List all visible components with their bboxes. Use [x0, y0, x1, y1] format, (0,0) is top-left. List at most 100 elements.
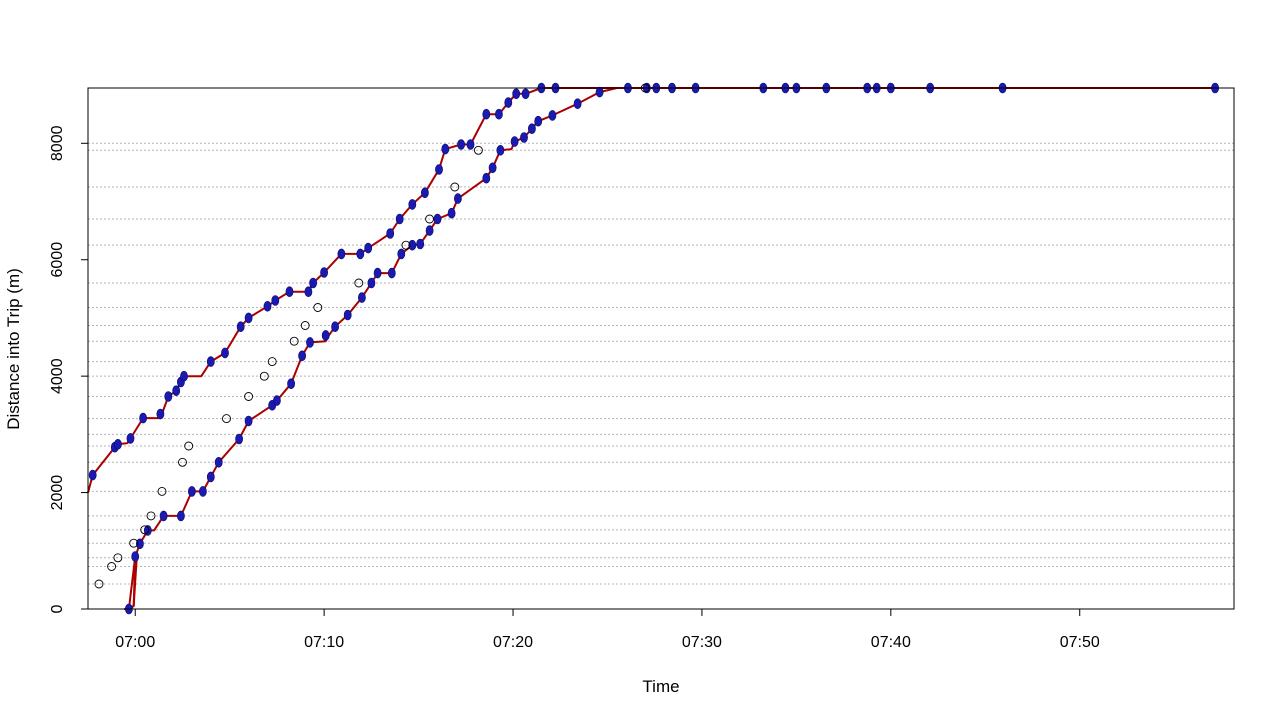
- particle-point: [172, 385, 181, 397]
- particle-point: [510, 136, 519, 147]
- trajectory-line: [87, 87, 1216, 493]
- observed-point: [107, 562, 117, 571]
- particle-point: [244, 312, 253, 324]
- x-tick-label: 07:40: [871, 634, 911, 651]
- particle-point: [356, 248, 365, 260]
- observed-point: [425, 214, 435, 224]
- particle-point: [397, 248, 406, 260]
- particle-point: [221, 347, 229, 359]
- observed-point: [354, 278, 364, 288]
- particle-point: [159, 510, 168, 522]
- particle-point: [180, 370, 188, 382]
- particle-layer: [88, 82, 1219, 615]
- particle-point: [176, 510, 185, 522]
- particle-point: [143, 525, 152, 536]
- particle-point: [387, 267, 396, 279]
- particle-point: [187, 486, 196, 497]
- observed-point: [222, 414, 231, 424]
- particle-point: [548, 110, 557, 121]
- particle-point: [520, 132, 528, 143]
- particle-point: [320, 267, 328, 278]
- y-tick-label: 0: [49, 604, 66, 613]
- particle-point: [198, 486, 207, 497]
- particle-point: [441, 143, 450, 155]
- observed-point: [450, 182, 460, 192]
- particle-point: [512, 88, 521, 100]
- particle-point: [466, 139, 475, 150]
- particle-point: [425, 225, 434, 236]
- particle-point: [433, 213, 442, 225]
- particle-point: [306, 337, 314, 348]
- particle-point: [114, 438, 122, 450]
- x-tick-label: 07:30: [682, 634, 722, 651]
- particle-point: [139, 412, 147, 424]
- particle-point: [236, 321, 245, 333]
- particle-point: [386, 228, 395, 239]
- particle-point: [435, 164, 443, 175]
- observed-point: [113, 553, 123, 563]
- observed-point: [259, 371, 269, 381]
- y-tick-label: 6000: [49, 242, 66, 278]
- particle-point: [367, 277, 376, 289]
- particle-point: [331, 321, 339, 333]
- observed-point: [140, 525, 150, 535]
- y-axis: 0 2000 4000 6000 8000: [49, 125, 89, 613]
- particle-point: [88, 469, 97, 481]
- particle-point: [304, 286, 313, 298]
- particle-point: [457, 139, 465, 150]
- path-layer: [87, 87, 1217, 610]
- particle-point: [156, 408, 165, 420]
- particle-point: [337, 248, 346, 260]
- x-tick-label: 07:50: [1060, 634, 1100, 651]
- particle-point: [528, 123, 536, 134]
- particle-point: [271, 295, 280, 306]
- x-tick-label: 07:10: [304, 634, 344, 651]
- particle-point: [343, 309, 352, 321]
- x-axis: 07:00 07:10 07:20 07:30 07:40 07:50: [115, 608, 1100, 651]
- y-axis-label: Distance into Trip (m): [4, 268, 23, 430]
- plot-frame: [87, 87, 1235, 610]
- observed-point: [267, 357, 277, 367]
- particle-point: [504, 97, 513, 108]
- observed-point: [401, 240, 411, 250]
- observed-layer: [94, 83, 650, 589]
- particle-point: [521, 88, 530, 100]
- particle-point: [395, 213, 404, 225]
- trajectory-line: [124, 87, 1217, 610]
- particle-point: [235, 433, 243, 445]
- observed-point: [146, 511, 156, 521]
- observed-point: [300, 321, 310, 330]
- x-axis-label: Time: [642, 677, 679, 696]
- particle-point: [453, 193, 462, 204]
- particle-point: [595, 86, 604, 98]
- particle-point: [573, 98, 582, 109]
- particle-point: [214, 456, 223, 468]
- particle-point: [321, 330, 330, 341]
- particle-point: [447, 207, 456, 219]
- observed-point: [94, 579, 104, 589]
- x-tick-label: 07:00: [115, 634, 155, 651]
- particle-point: [298, 350, 306, 362]
- particle-point: [309, 277, 317, 289]
- observed-point: [178, 457, 187, 467]
- particle-point: [357, 292, 366, 303]
- observed-point: [244, 392, 254, 401]
- observed-point: [184, 441, 194, 451]
- particle-point: [287, 378, 295, 390]
- particle-point: [206, 356, 215, 367]
- observed-point: [473, 145, 483, 155]
- x-tick-label: 07:20: [493, 634, 533, 651]
- particle-point: [408, 239, 417, 251]
- particle-point: [126, 433, 135, 444]
- observed-point: [157, 486, 167, 496]
- particle-point: [206, 471, 215, 483]
- particle-point: [263, 300, 272, 312]
- particle-point: [244, 415, 253, 427]
- particle-point: [534, 115, 543, 127]
- observed-point: [129, 538, 139, 548]
- particle-point: [164, 391, 173, 402]
- particle-point: [482, 172, 491, 184]
- particle-point: [416, 238, 425, 250]
- particle-point: [408, 199, 417, 210]
